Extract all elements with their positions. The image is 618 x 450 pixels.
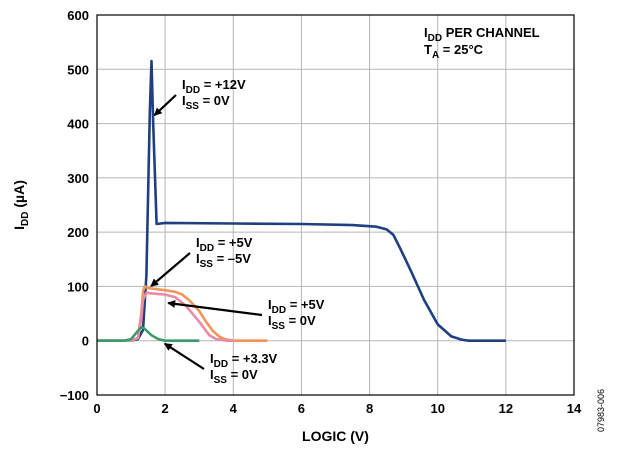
x-tick-label: 8 [366,401,373,416]
annotation-line-2: ISS = 0V [210,367,258,386]
header-annotation-line-2: TA = 25°C [424,42,484,61]
annotation-line-2: ISS = 0V [182,93,230,112]
x-tick-label: 2 [162,401,169,416]
annotation-arrow [150,252,191,287]
annotation-line-2: ISS = 0V [268,313,316,332]
y-tick-label: −100 [60,388,89,403]
x-tick-labels: 0 2 4 6 8 10 12 14 [93,401,582,416]
annotation-line-1: IDD = +5V [196,235,253,254]
y-tick-label: 200 [67,225,89,240]
y-axis-label: IDD (µA) [11,180,31,230]
series-line-3 [97,325,200,342]
y-tick-labels: −100 0 100 200 300 400 500 600 [60,8,89,403]
annotation-arrow [167,299,263,317]
annotation-line-1: IDD = +12V [182,77,246,96]
y-axis-label-main: I [11,226,27,230]
y-tick-label: 400 [67,117,89,132]
series-line-2 [97,291,234,342]
y-tick-label: 0 [82,334,89,349]
plot-frame [96,14,575,396]
series-line-1 [97,285,268,342]
x-tick-label: 4 [230,401,238,416]
x-tick-label: 12 [499,401,513,416]
y-tick-label: 300 [67,171,89,186]
grid [96,14,575,396]
y-tick-label: 100 [67,279,89,294]
x-tick-label: 6 [298,401,305,416]
y-tick-label: 600 [67,8,89,23]
y-axis-label-unit: (µA) [11,180,27,211]
y-axis-label-sub: DD [20,212,31,226]
figure-id: 07983-006 [596,389,606,432]
x-tick-label: 14 [567,401,582,416]
annotation-line-1: IDD = +5V [268,297,325,316]
x-tick-label: 0 [93,401,100,416]
series-layer [97,59,506,342]
header-annotation: IDD PER CHANNEL TA = 25°C [424,25,540,61]
x-tick-label: 10 [430,401,444,416]
annotation-line-1: IDD = +3.3V [210,351,278,370]
series-line-0 [97,59,506,342]
annotation-arrow [153,94,177,116]
annotation-arrow [163,342,205,370]
y-tick-label: 500 [67,62,89,77]
annotation-line-2: ISS = –5V [196,251,251,270]
x-axis-label: LOGIC (V) [302,428,369,444]
header-annotation-line-1: IDD PER CHANNEL [424,25,540,44]
